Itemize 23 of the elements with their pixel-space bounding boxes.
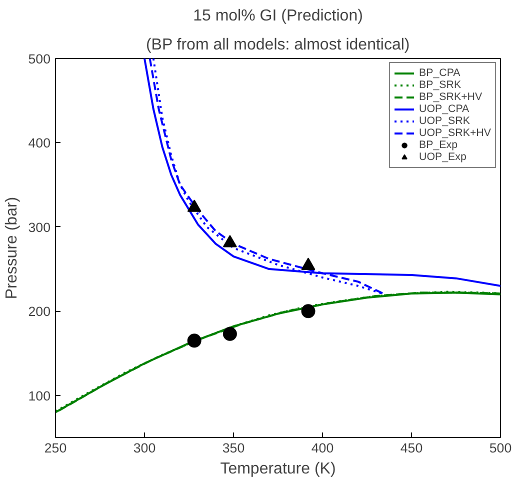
x-tick-label: 400: [311, 440, 334, 456]
legend-label: UOP_SRK: [419, 115, 470, 127]
chart-subtitle: (BP from all models: almost identical): [146, 36, 410, 54]
x-axis-title: Temperature (K): [220, 460, 336, 478]
y-tick-label: 200: [28, 304, 51, 320]
legend-label: UOP_CPA: [419, 103, 470, 115]
legend-label: BP_CPA: [419, 67, 460, 79]
legend-label: UOP_SRK+HV: [419, 127, 491, 139]
y-axis-title: Pressure (bar): [3, 196, 20, 300]
x-tick-label: 300: [133, 440, 156, 456]
legend-label: BP_SRK: [419, 79, 462, 91]
legend-label: BP_Exp: [419, 139, 458, 151]
legend-label: UOP_Exp: [419, 151, 466, 163]
x-tick-label: 450: [400, 440, 423, 456]
y-tick-label: 400: [28, 136, 51, 151]
y-tick-label: 300: [28, 220, 51, 235]
x-tick-label: 250: [44, 440, 67, 456]
y-tick-label: 100: [28, 388, 51, 404]
x-tick-label: 350: [222, 440, 245, 456]
y-tick-label: 500: [28, 52, 51, 66]
x-tick-label: 500: [489, 440, 512, 456]
legend-label: BP_SRK+HV: [419, 91, 482, 103]
chart-title: 15 mol% GI (Prediction): [193, 8, 363, 24]
